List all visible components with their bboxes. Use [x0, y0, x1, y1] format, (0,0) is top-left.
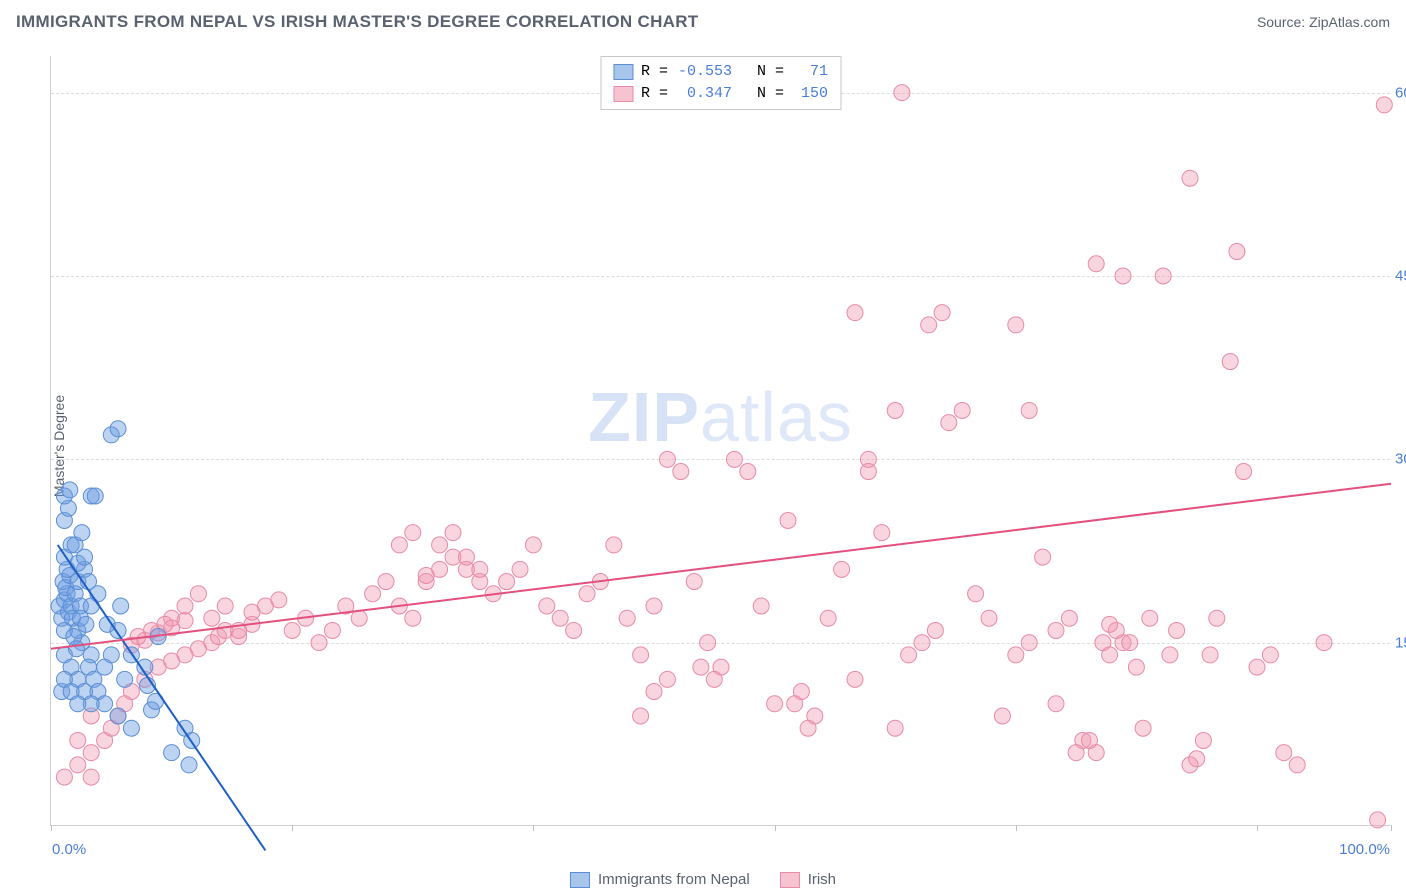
x-tick-label-min: 0.0%	[52, 841, 86, 858]
r-value-irish: 0.347	[676, 83, 732, 105]
swatch-nepal-bottom	[570, 872, 590, 888]
scatter-plot	[51, 56, 1390, 825]
n-value-nepal: 71	[792, 61, 828, 83]
r-label: R =	[641, 83, 668, 105]
legend-row-irish: R = 0.347 N = 150	[613, 83, 828, 105]
n-label: N =	[757, 61, 784, 83]
legend-row-nepal: R = -0.553 N = 71	[613, 61, 828, 83]
chart-area: ZIPatlas 15.0%30.0%45.0%60.0% R = -0.553…	[50, 56, 1390, 826]
swatch-nepal	[613, 64, 633, 80]
y-tick-label: 60.0%	[1395, 84, 1406, 101]
x-tick-label-max: 100.0%	[1339, 841, 1390, 858]
legend-item-irish: Irish	[780, 871, 836, 888]
legend-label-nepal: Immigrants from Nepal	[598, 871, 750, 888]
correlation-legend: R = -0.553 N = 71 R = 0.347 N = 150	[600, 56, 841, 110]
r-value-nepal: -0.553	[676, 61, 732, 83]
n-value-irish: 150	[792, 83, 828, 105]
swatch-irish-bottom	[780, 872, 800, 888]
legend-label-irish: Irish	[808, 871, 836, 888]
source-name: ZipAtlas.com	[1309, 14, 1390, 30]
r-label: R =	[641, 61, 668, 83]
y-tick-label: 45.0%	[1395, 268, 1406, 285]
swatch-irish	[613, 86, 633, 102]
y-tick-label: 15.0%	[1395, 634, 1406, 651]
page-title: IMMIGRANTS FROM NEPAL VS IRISH MASTER'S …	[16, 12, 698, 32]
source-label: Source:	[1257, 14, 1309, 30]
source-credit: Source: ZipAtlas.com	[1257, 14, 1390, 30]
y-tick-label: 30.0%	[1395, 451, 1406, 468]
legend-item-nepal: Immigrants from Nepal	[570, 871, 750, 888]
n-label: N =	[757, 83, 784, 105]
series-legend: Immigrants from Nepal Irish	[570, 871, 836, 888]
